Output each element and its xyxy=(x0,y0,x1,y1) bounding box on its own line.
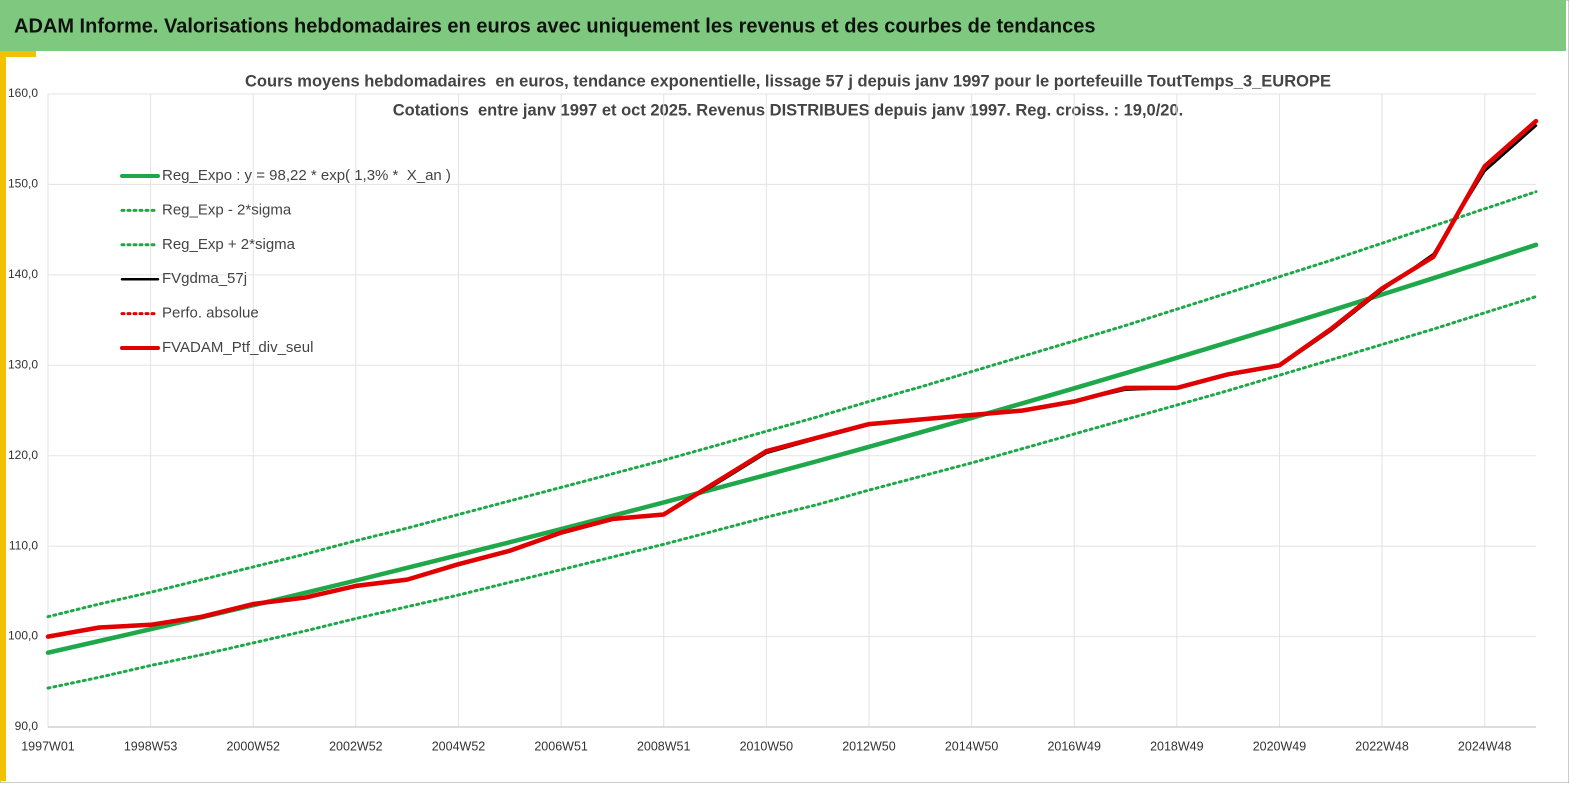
legend-label: FVADAM_Ptf_div_seul xyxy=(162,339,313,356)
y-tick-label: 140,0 xyxy=(8,267,38,281)
x-tick-label: 2024W48 xyxy=(1458,739,1512,753)
left-strip xyxy=(0,51,6,781)
x-tick-label: 2000W52 xyxy=(226,739,280,753)
series-line xyxy=(45,118,1539,639)
y-tick-label: 100,0 xyxy=(8,629,38,643)
legend-label: Reg_Expo : y = 98,22 * exp( 1,3% * X_an … xyxy=(162,167,451,184)
x-tick-label: 2016W49 xyxy=(1047,739,1101,753)
series-line xyxy=(45,242,1539,655)
chart-title: Cours moyens hebdomadaires en euros, ten… xyxy=(245,72,1331,90)
legend-label: FVgdma_57j xyxy=(162,270,247,287)
y-tick-label: 90,0 xyxy=(15,719,39,733)
y-tick-label: 130,0 xyxy=(8,357,38,371)
x-tick-label: 2008W51 xyxy=(637,739,691,753)
x-tick-label: 1997W01 xyxy=(21,739,75,753)
x-tick-label: 2002W52 xyxy=(329,739,383,753)
x-tick-label: 2014W50 xyxy=(945,739,999,753)
y-tick-label: 120,0 xyxy=(8,448,38,462)
chart-subtitle: Cotations entre janv 1997 et oct 2025. R… xyxy=(393,101,1183,119)
legend-label: Perfo. absolue xyxy=(162,305,259,322)
x-tick-label: 2012W50 xyxy=(842,739,896,753)
x-tick-label: 2006W51 xyxy=(534,739,588,753)
x-tick-label: 2018W49 xyxy=(1150,739,1204,753)
x-tick-label: 2010W50 xyxy=(740,739,794,753)
banner-title: ADAM Informe. Valorisations hebdomadaire… xyxy=(14,15,1095,37)
legend-label: Reg_Exp + 2*sigma xyxy=(162,236,296,253)
y-tick-label: 160,0 xyxy=(8,86,38,100)
y-tick-label: 110,0 xyxy=(9,538,38,552)
corner-strip xyxy=(6,51,36,57)
x-tick-label: 1998W53 xyxy=(124,739,178,753)
legend-label: Reg_Exp - 2*sigma xyxy=(162,201,292,218)
banner xyxy=(0,0,1566,51)
x-tick-label: 2022W48 xyxy=(1355,739,1409,753)
series-line xyxy=(46,190,1538,619)
y-tick-label: 150,0 xyxy=(8,177,38,191)
series-line xyxy=(46,295,1538,690)
x-tick-label: 2004W52 xyxy=(432,739,486,753)
x-tick-label: 2020W49 xyxy=(1253,739,1307,753)
